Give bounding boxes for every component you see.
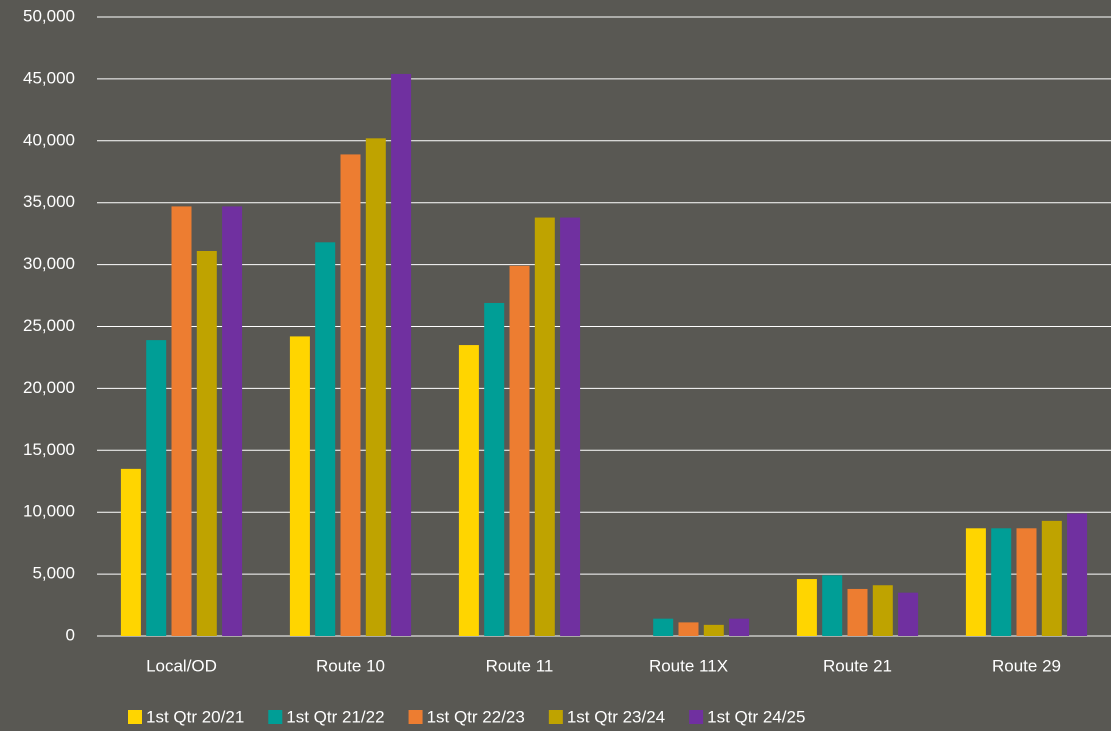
bar: [365, 138, 386, 636]
bar: [678, 622, 699, 636]
y-tick-label: 20,000: [23, 378, 75, 397]
bar: [991, 528, 1012, 636]
bar: [196, 250, 217, 636]
x-tick-label: Route 11X: [649, 656, 728, 675]
bar: [509, 265, 530, 636]
bar: [340, 154, 361, 636]
y-tick-label: 35,000: [23, 192, 75, 211]
bar: [703, 624, 724, 636]
bar: [1016, 528, 1037, 636]
bar: [872, 585, 893, 636]
bar: [729, 618, 750, 636]
y-tick-label: 5,000: [32, 564, 75, 583]
x-tick-label: Route 29: [992, 656, 1061, 675]
bar: [796, 579, 817, 636]
bar: [1067, 513, 1088, 636]
bar: [822, 575, 843, 636]
legend-swatch: [128, 710, 142, 724]
bar: [898, 592, 919, 636]
legend-swatch: [408, 710, 423, 724]
y-tick-label: 15,000: [23, 440, 75, 459]
y-tick-label: 45,000: [23, 68, 75, 87]
bar: [1041, 520, 1062, 636]
y-tick-label: 0: [66, 625, 75, 644]
legend-swatch: [268, 710, 283, 724]
bar: [534, 217, 555, 636]
bar: [458, 345, 479, 636]
legend-label: 1st Qtr 20/21: [146, 707, 244, 726]
bar: [653, 618, 674, 636]
y-tick-label: 10,000: [23, 502, 75, 521]
bar: [171, 206, 192, 636]
legend-label: 1st Qtr 23/24: [567, 707, 665, 726]
x-tick-label: Local/OD: [146, 656, 217, 675]
y-tick-label: 30,000: [23, 254, 75, 273]
bar: [315, 242, 336, 637]
legend-label: 1st Qtr 21/22: [286, 707, 384, 726]
x-tick-label: Route 10: [316, 656, 385, 675]
bar: [484, 302, 505, 636]
legend-label: 1st Qtr 24/25: [707, 707, 805, 726]
x-tick-label: Route 21: [823, 656, 892, 675]
bar: [965, 528, 986, 636]
legend-swatch: [689, 710, 704, 724]
x-tick-label: Route 11: [486, 656, 554, 675]
bar: [146, 340, 167, 636]
y-tick-label: 40,000: [23, 130, 75, 149]
bar: [847, 588, 868, 636]
bar: [289, 336, 310, 636]
bar: [222, 206, 243, 636]
bar: [391, 73, 412, 636]
y-tick-label: 25,000: [23, 316, 75, 335]
y-tick-label: 50,000: [23, 6, 75, 25]
legend-swatch: [548, 710, 563, 724]
bar: [120, 468, 141, 636]
bar: [560, 217, 581, 636]
legend-label: 1st Qtr 22/23: [427, 707, 525, 726]
